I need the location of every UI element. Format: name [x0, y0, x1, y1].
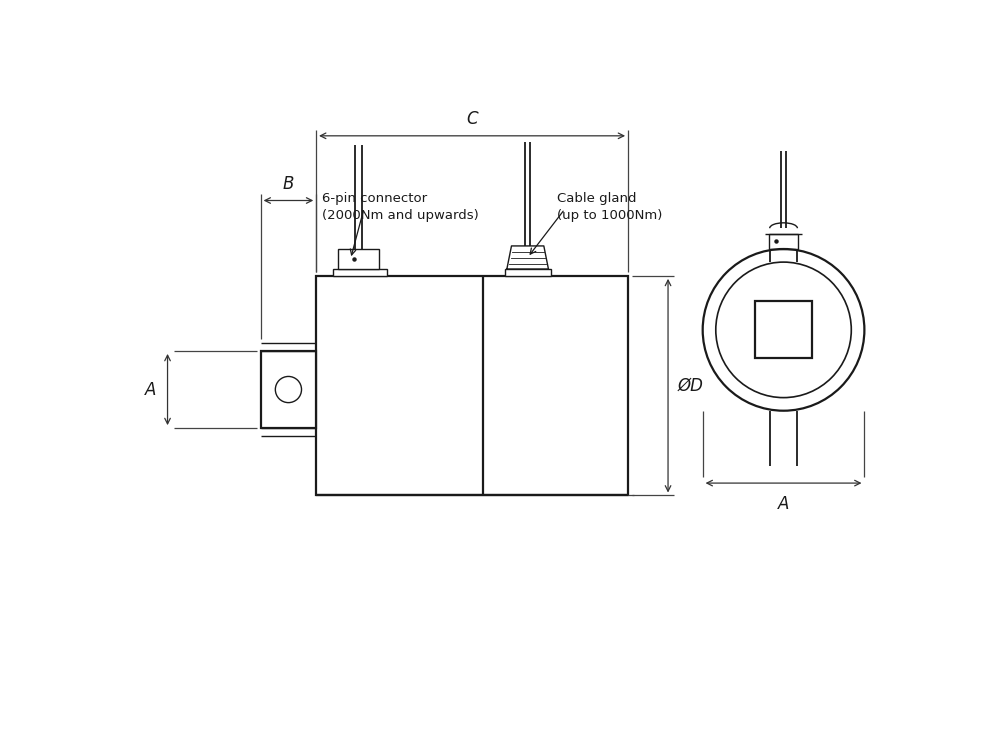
Text: ØD: ØD: [677, 377, 703, 395]
Text: (2000Nm and upwards): (2000Nm and upwards): [322, 209, 478, 222]
Text: B: B: [283, 175, 294, 193]
Text: Cable gland: Cable gland: [557, 192, 637, 205]
Text: 6-pin connector: 6-pin connector: [322, 192, 427, 205]
Bar: [261, 351, 316, 428]
Bar: [769, 233, 798, 249]
Text: A: A: [145, 380, 156, 399]
Bar: [755, 302, 812, 358]
Text: A: A: [778, 495, 789, 513]
Bar: [505, 269, 551, 276]
Text: C: C: [466, 110, 478, 128]
Bar: [338, 249, 379, 269]
Bar: [333, 269, 387, 276]
Bar: [316, 276, 628, 495]
Text: (up to 1000Nm): (up to 1000Nm): [557, 209, 663, 222]
